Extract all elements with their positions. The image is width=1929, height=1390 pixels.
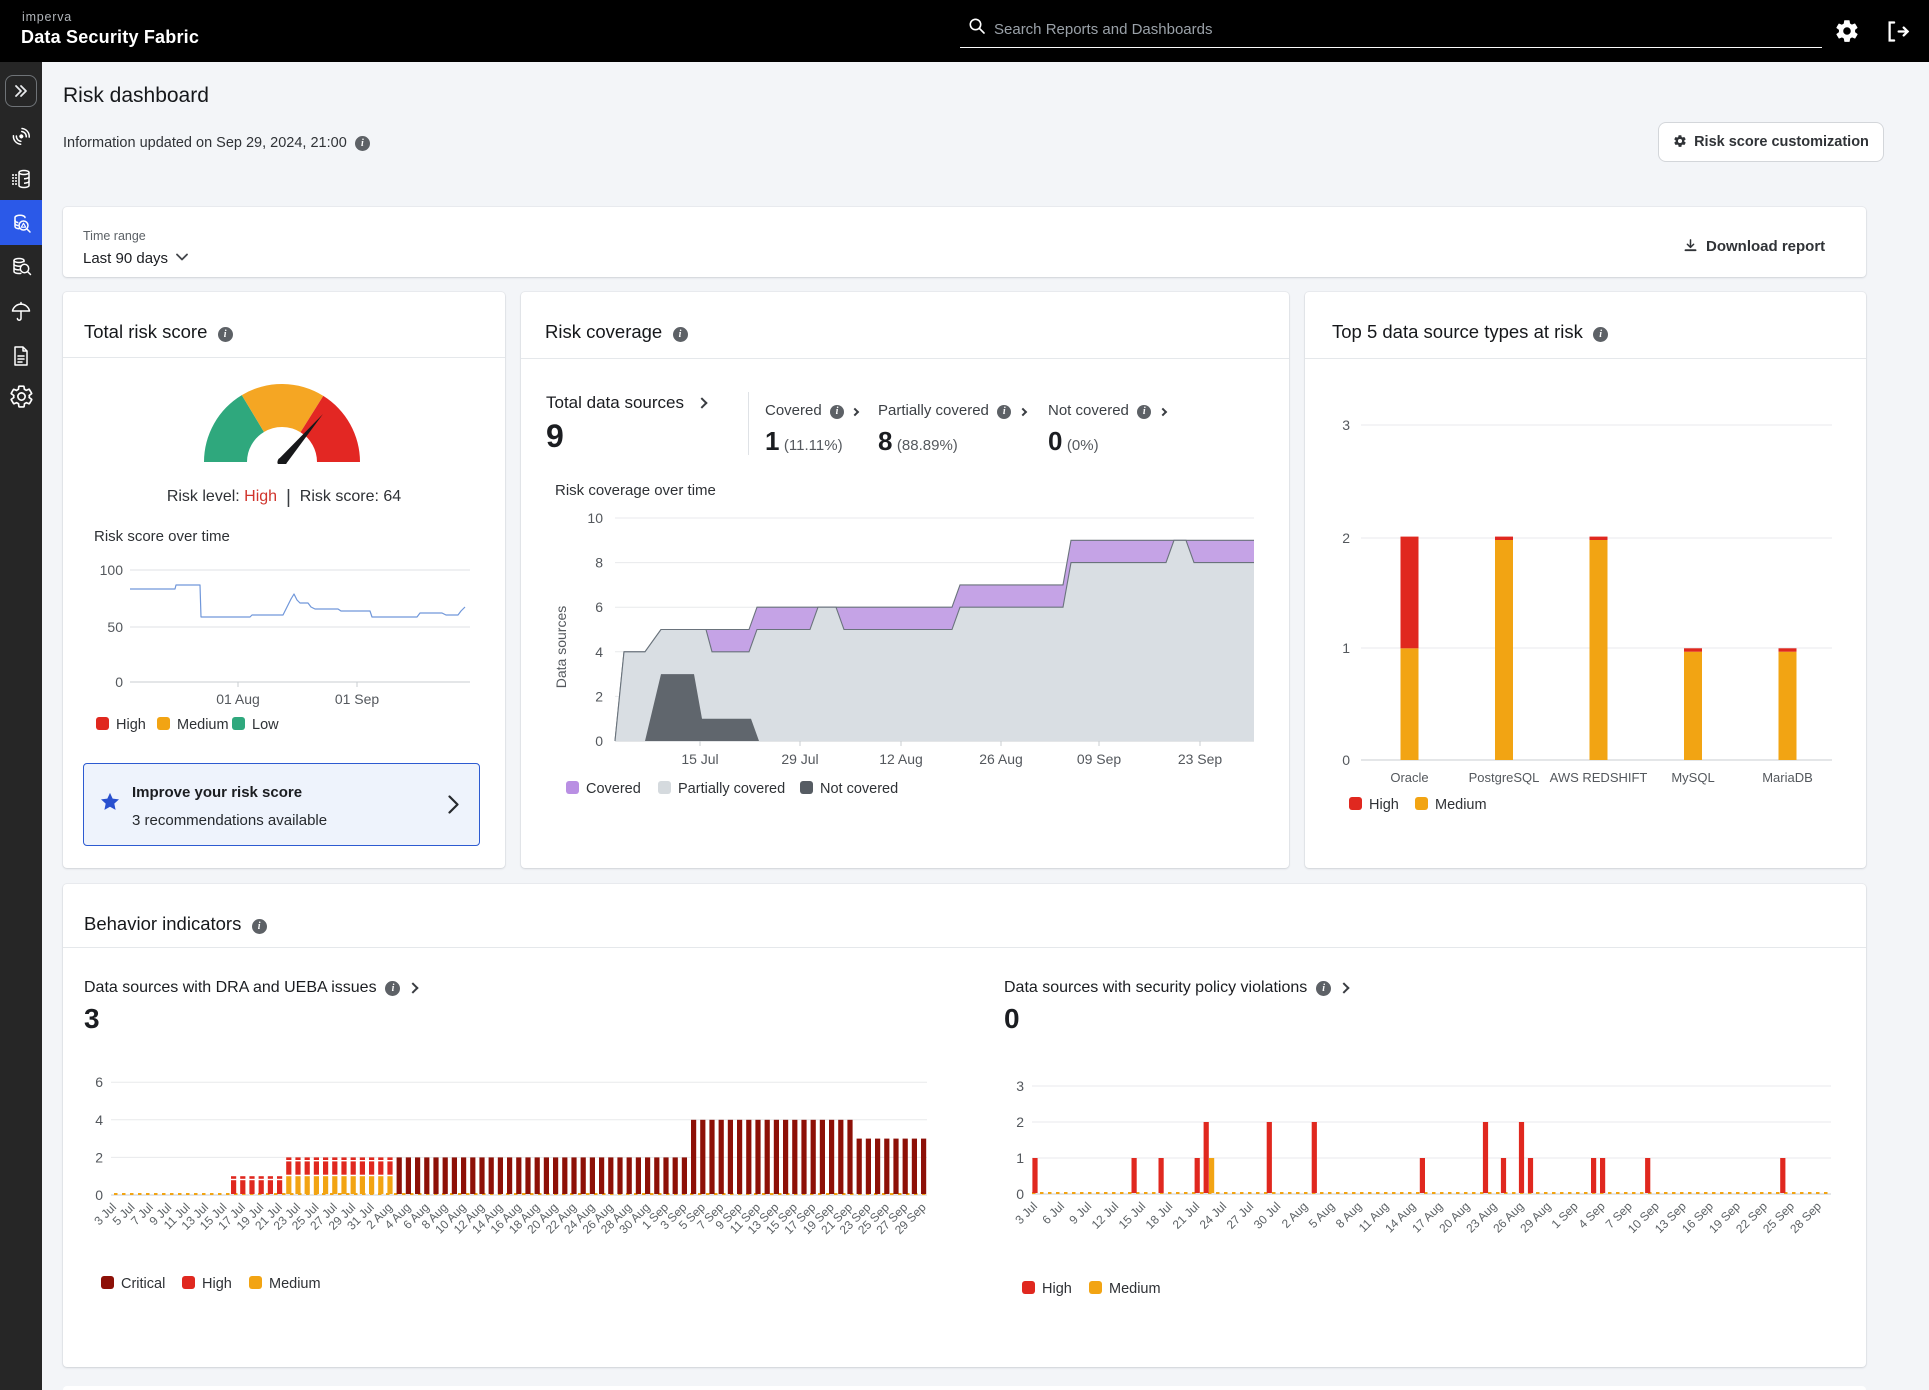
svg-text:5 Aug: 5 Aug [1306, 1199, 1338, 1231]
svg-text:27 Jul: 27 Jul [1224, 1199, 1257, 1232]
svg-text:29 Aug: 29 Aug [1517, 1199, 1553, 1235]
svg-text:Oracle: Oracle [1390, 770, 1428, 785]
svg-text:0: 0 [95, 1187, 103, 1203]
svg-text:12 Aug: 12 Aug [879, 751, 923, 767]
svg-text:PostgreSQL: PostgreSQL [1469, 770, 1540, 785]
svg-text:10: 10 [587, 510, 603, 526]
svg-text:50: 50 [107, 619, 123, 635]
svg-text:4: 4 [95, 1112, 103, 1128]
svg-text:6: 6 [95, 1074, 103, 1090]
svg-text:MySQL: MySQL [1671, 770, 1714, 785]
svg-text:21 Jul: 21 Jul [1170, 1199, 1203, 1232]
svg-text:6 Jul: 6 Jul [1039, 1199, 1067, 1227]
svg-text:15 Jul: 15 Jul [681, 751, 718, 767]
svg-text:2: 2 [1016, 1114, 1024, 1130]
svg-text:AWS REDSHIFT: AWS REDSHIFT [1550, 770, 1648, 785]
svg-text:2: 2 [1342, 530, 1350, 546]
svg-text:4 Sep: 4 Sep [1576, 1199, 1608, 1231]
svg-text:1 Sep: 1 Sep [1549, 1199, 1581, 1231]
svg-text:26 Aug: 26 Aug [979, 751, 1023, 767]
svg-text:0: 0 [595, 733, 603, 749]
svg-text:2: 2 [595, 688, 603, 704]
svg-text:12 Jul: 12 Jul [1089, 1199, 1122, 1232]
svg-text:0: 0 [1016, 1186, 1024, 1202]
svg-text:MariaDB: MariaDB [1762, 770, 1813, 785]
svg-text:8: 8 [595, 555, 603, 571]
svg-text:4: 4 [595, 644, 603, 660]
svg-text:28 Sep: 28 Sep [1787, 1199, 1824, 1236]
svg-text:1: 1 [1342, 640, 1350, 656]
svg-text:0: 0 [1342, 752, 1350, 768]
svg-text:3: 3 [1342, 417, 1350, 433]
svg-text:09 Sep: 09 Sep [1077, 751, 1122, 767]
svg-text:01 Aug: 01 Aug [216, 691, 260, 707]
svg-text:24 Jul: 24 Jul [1197, 1199, 1230, 1232]
svg-text:3 Jul: 3 Jul [1012, 1199, 1040, 1227]
svg-text:01 Sep: 01 Sep [335, 691, 380, 707]
svg-text:29 Jul: 29 Jul [781, 751, 818, 767]
svg-text:2 Aug: 2 Aug [1279, 1199, 1311, 1231]
svg-text:6: 6 [595, 599, 603, 615]
svg-text:15 Jul: 15 Jul [1116, 1199, 1149, 1232]
svg-text:23 Sep: 23 Sep [1178, 751, 1223, 767]
svg-text:2: 2 [95, 1149, 103, 1165]
svg-text:18 Jul: 18 Jul [1143, 1199, 1176, 1232]
svg-text:100: 100 [100, 562, 124, 578]
svg-text:1: 1 [1016, 1150, 1024, 1166]
svg-text:3: 3 [1016, 1078, 1024, 1094]
svg-text:0: 0 [115, 674, 123, 690]
svg-text:30 Jul: 30 Jul [1251, 1199, 1284, 1232]
svg-text:Data sources: Data sources [553, 606, 569, 688]
